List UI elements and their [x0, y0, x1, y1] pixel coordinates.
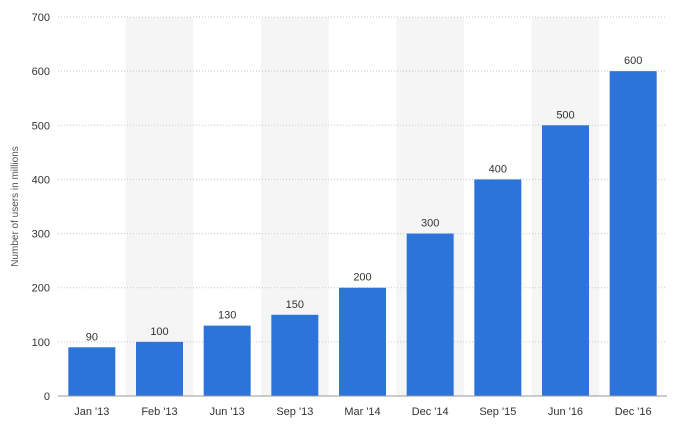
x-tick-label: Dec '16 — [615, 406, 652, 418]
bar — [203, 325, 251, 396]
data-label: 130 — [218, 310, 236, 322]
y-axis-title: Number of users in millions — [10, 146, 21, 267]
data-label: 500 — [556, 109, 574, 121]
y-tick-label: 0 — [44, 391, 50, 403]
bar — [474, 179, 522, 396]
data-label: 600 — [624, 55, 642, 67]
data-label: 300 — [421, 218, 439, 230]
bars — [68, 71, 657, 397]
data-label: 150 — [286, 299, 304, 311]
x-tick-label: Dec '14 — [412, 406, 449, 418]
bar — [339, 287, 386, 396]
data-label: 400 — [489, 163, 507, 175]
data-label: 100 — [150, 326, 168, 338]
x-tick-label: Sep '13 — [276, 406, 313, 418]
data-labels: 90 100 130 150 200 300 400 500 600 — [86, 55, 643, 343]
bar — [406, 233, 454, 396]
y-tick-label: 400 — [32, 174, 50, 186]
data-label: 200 — [353, 272, 371, 284]
y-tick-label: 100 — [32, 337, 50, 349]
data-label: 90 — [86, 331, 98, 343]
x-tick-label: Sep '15 — [479, 406, 516, 418]
x-tick-label: Jun '13 — [210, 406, 245, 418]
x-tick-label: Jun '16 — [548, 406, 583, 418]
bar — [542, 125, 589, 397]
y-tick-label: 500 — [32, 120, 50, 132]
x-axis-ticks: Jan '13 Feb '13 Jun '13 Sep '13 Mar '14 Dec '… — [74, 406, 651, 418]
x-tick-label: Feb '13 — [141, 406, 177, 418]
y-tick-label: 200 — [32, 283, 50, 295]
bar — [68, 347, 116, 396]
x-tick-label: Jan '13 — [74, 406, 109, 418]
bar — [136, 341, 183, 396]
x-tick-label: Mar '14 — [344, 406, 380, 418]
bar — [609, 71, 657, 397]
background-band — [125, 17, 194, 396]
bar — [271, 314, 319, 396]
y-axis-ticks: 0 100 200 300 400 500 600 700 — [32, 12, 50, 403]
y-tick-label: 700 — [32, 12, 50, 24]
y-tick-label: 600 — [32, 66, 50, 78]
y-tick-label: 300 — [32, 229, 50, 241]
